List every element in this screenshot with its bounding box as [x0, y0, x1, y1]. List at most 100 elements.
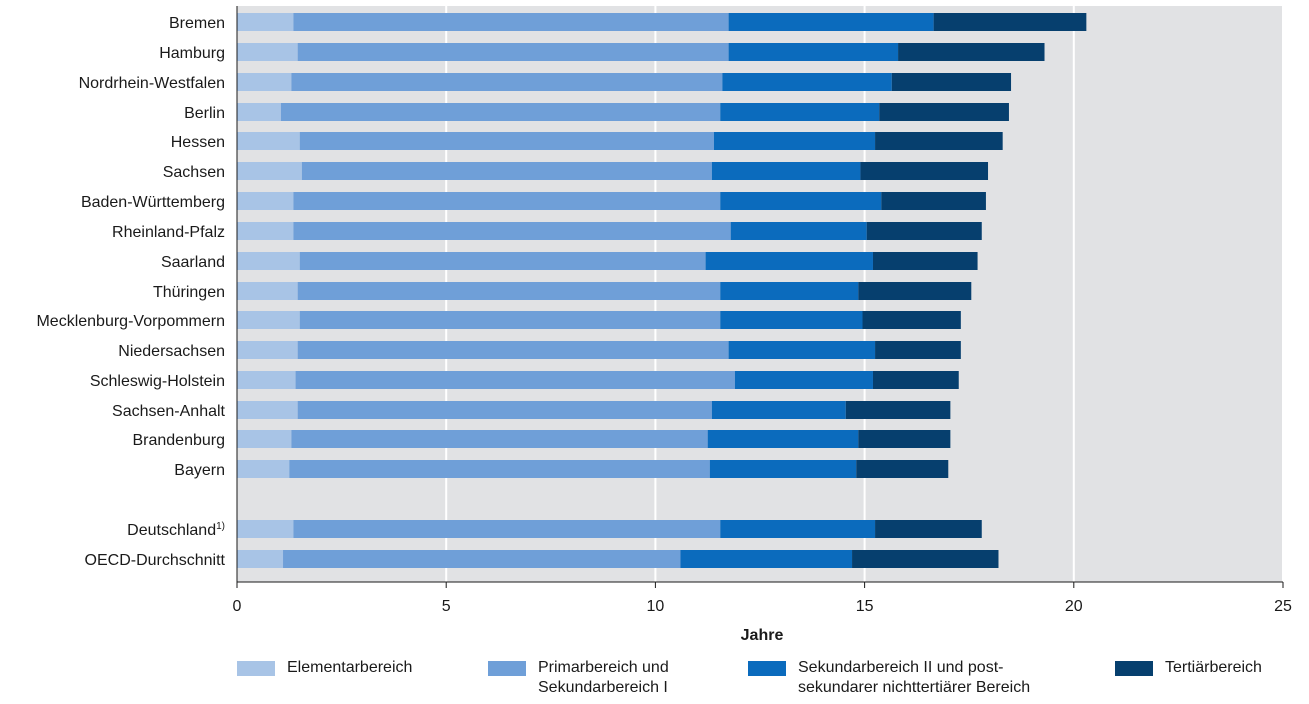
category-label: Schleswig-Holstein	[90, 373, 225, 390]
bar-segment	[237, 103, 281, 121]
bar-segment	[872, 252, 978, 270]
category-label: Bremen	[169, 15, 225, 32]
bar-segment	[933, 13, 1087, 31]
bar-segment	[237, 43, 298, 61]
bar-segment	[237, 311, 300, 329]
bar-segment	[707, 430, 859, 448]
bar-segment	[881, 192, 986, 210]
bar-segment	[237, 192, 294, 210]
category-label: Thüringen	[153, 284, 225, 301]
footnote-marker: 1)	[216, 521, 225, 532]
bar-segment	[845, 401, 951, 419]
bar-segment	[299, 252, 706, 270]
bar-segment	[291, 73, 723, 91]
category-label: Rheinland-Pfalz	[112, 224, 225, 241]
category-label: Niedersachsen	[118, 343, 225, 360]
category-label: Hessen	[171, 134, 225, 151]
bar-segment	[293, 520, 721, 538]
bar-segment	[283, 550, 681, 568]
bar-segment	[856, 460, 949, 478]
legend-swatch	[237, 661, 275, 676]
bar-segment	[872, 371, 959, 389]
bar-segment	[728, 341, 876, 359]
bar-segment	[237, 13, 294, 31]
bar-segment	[297, 43, 729, 61]
category-label: Deutschland1)	[127, 521, 225, 539]
bar-segment	[728, 43, 899, 61]
bar-segment	[237, 73, 292, 91]
bar-segment	[301, 162, 712, 180]
bar-segment	[898, 43, 1045, 61]
bar-segment	[866, 222, 982, 240]
legend-item-primarbereich: Primarbereich und Sekundarbereich I	[488, 658, 669, 698]
bar-segment	[299, 311, 721, 329]
bar-segment	[293, 222, 731, 240]
category-label: OECD-Durchschnitt	[85, 552, 226, 569]
bar-segment	[299, 132, 714, 150]
bar-segment	[291, 430, 708, 448]
bar-segment	[891, 73, 1012, 91]
category-label: Baden-Württemberg	[81, 194, 225, 211]
category-label: Mecklenburg-Vorpommern	[36, 313, 225, 330]
legend-label: Tertiärbereich	[1165, 659, 1262, 676]
bar-segment	[705, 252, 873, 270]
bar-segment	[860, 162, 989, 180]
legend-swatch	[488, 661, 526, 676]
bar-segment	[237, 371, 296, 389]
bar-segment	[680, 550, 853, 568]
bar-segment	[722, 73, 892, 91]
bar-segment	[875, 341, 961, 359]
bar-segment	[875, 132, 1003, 150]
bar-segment	[734, 371, 873, 389]
bar-segment	[862, 311, 961, 329]
bar-segment	[237, 430, 292, 448]
bar-segment	[852, 550, 999, 568]
bar-segment	[858, 430, 951, 448]
bar-segment	[237, 520, 294, 538]
bar-segment	[879, 103, 1009, 121]
bar-segment	[713, 132, 876, 150]
bar-segment	[237, 460, 290, 478]
bar-segment	[237, 252, 300, 270]
bar-segment	[730, 222, 867, 240]
bar-segment	[237, 341, 298, 359]
bar-segment	[237, 132, 300, 150]
category-label: Hamburg	[159, 45, 225, 62]
bar-segment	[711, 401, 846, 419]
legend-swatch	[748, 661, 786, 676]
bar-segment	[237, 550, 284, 568]
legend-item-sekundarbereich-ii: Sekundarbereich II und post- sekundarer …	[748, 658, 1030, 698]
bar-segment	[720, 103, 880, 121]
bar-segment	[711, 162, 861, 180]
x-tick-label: 25	[1274, 598, 1292, 615]
x-tick-label: 20	[1065, 598, 1083, 615]
bar-segment	[295, 371, 735, 389]
legend-item-tertiaerbereich: Tertiärbereich	[1115, 658, 1262, 678]
x-tick-label: 10	[647, 598, 665, 615]
bar-segment	[293, 13, 729, 31]
category-label: Saarland	[161, 254, 225, 271]
bar-segment	[720, 192, 882, 210]
legend: Elementarbereich Primarbereich und Sekun…	[0, 658, 1309, 704]
bar-segment	[293, 192, 721, 210]
legend-label: Primarbereich und Sekundarbereich I	[538, 659, 669, 696]
bar-segment	[280, 103, 721, 121]
bar-segment	[709, 460, 857, 478]
bar-segment	[237, 222, 294, 240]
bar-segment	[875, 520, 982, 538]
legend-label: Sekundarbereich II und post- sekundarer …	[798, 659, 1031, 696]
category-label: Nordrhein-Westfalen	[79, 75, 225, 92]
bar-segment	[297, 341, 729, 359]
bar-segment	[297, 282, 721, 300]
legend-swatch	[1115, 661, 1153, 676]
bar-segment	[237, 282, 298, 300]
category-label: Berlin	[184, 105, 225, 122]
bar-segment	[297, 401, 712, 419]
bar-segment	[720, 520, 876, 538]
bar-segment	[289, 460, 710, 478]
legend-label: Elementarbereich	[287, 659, 413, 676]
bar-segment	[858, 282, 972, 300]
x-tick-label: 0	[233, 598, 242, 615]
category-label: Sachsen-Anhalt	[112, 403, 226, 420]
bar-segment	[720, 282, 859, 300]
